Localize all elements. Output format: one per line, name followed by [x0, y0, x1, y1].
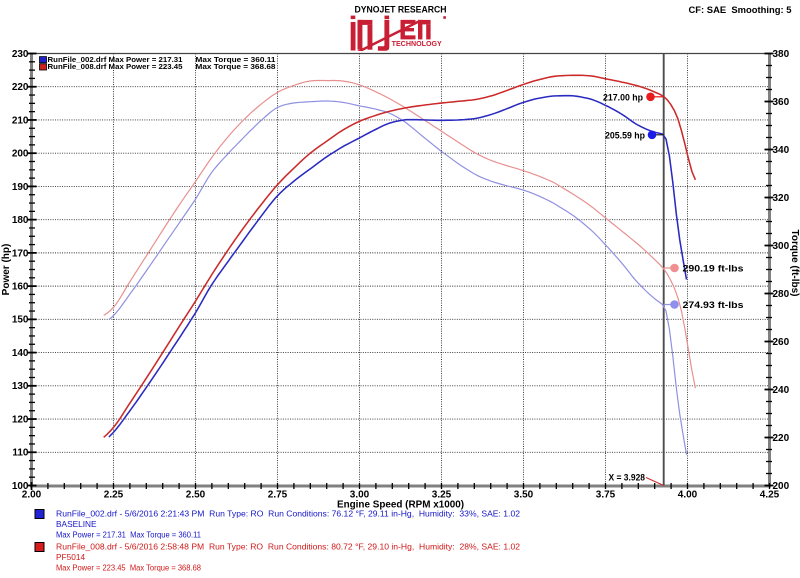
- svg-text:4.00: 4.00: [678, 490, 698, 501]
- svg-text:Torque (ft-lbs): Torque (ft-lbs): [789, 229, 800, 296]
- svg-text:340: 340: [773, 145, 790, 156]
- svg-text:100: 100: [12, 481, 29, 492]
- svg-text:Max Torque = 360.11: Max Torque = 360.11: [196, 55, 277, 64]
- svg-text:4.25: 4.25: [760, 490, 780, 501]
- svg-text:200: 200: [773, 481, 790, 492]
- svg-text:Max Power = 217.31 Max Torque: Max Power = 217.31 Max Torque = 360.11: [56, 530, 201, 540]
- svg-text:3.00: 3.00: [350, 490, 370, 501]
- svg-text:300: 300: [773, 241, 790, 252]
- svg-text:Power (hp): Power (hp): [1, 244, 12, 296]
- svg-text:RunFile_008.drf Max Power = 22: RunFile_008.drf Max Power = 223.45: [48, 62, 184, 71]
- svg-text:2.75: 2.75: [268, 490, 288, 501]
- svg-text:BASELINE: BASELINE: [56, 519, 97, 529]
- svg-text:X = 3.928: X = 3.928: [609, 473, 646, 483]
- svg-text:160: 160: [12, 282, 29, 293]
- svg-text:150: 150: [12, 315, 29, 326]
- svg-text:280: 280: [773, 289, 790, 300]
- svg-text:274.93 ft-lbs: 274.93 ft-lbs: [683, 300, 744, 310]
- svg-text:120: 120: [12, 414, 29, 425]
- svg-text:290.19 ft-lbs: 290.19 ft-lbs: [683, 264, 744, 274]
- svg-text:110: 110: [12, 448, 29, 459]
- svg-text:DYNOJET RESEARCH: DYNOJET RESEARCH: [355, 5, 447, 16]
- svg-text:RunFile_008.drf - 5/6/2016 2:5: RunFile_008.drf - 5/6/2016 2:58:48 PM Ru…: [56, 542, 520, 552]
- svg-text:CF: SAE Smoothing: 5: CF: SAE Smoothing: 5: [689, 5, 793, 16]
- svg-text:PF5014: PF5014: [56, 552, 85, 562]
- svg-text:360: 360: [773, 97, 790, 108]
- svg-text:2.00: 2.00: [22, 490, 42, 501]
- svg-text:240: 240: [773, 385, 790, 396]
- svg-text:RunFile_002.drf - 5/6/2016 2:2: RunFile_002.drf - 5/6/2016 2:21:43 PM Ru…: [56, 509, 520, 519]
- svg-text:3.25: 3.25: [432, 490, 452, 501]
- svg-text:Engine Speed (RPM x1000): Engine Speed (RPM x1000): [337, 500, 464, 511]
- svg-text:220: 220: [12, 82, 29, 93]
- svg-text:170: 170: [12, 248, 29, 259]
- svg-text:320: 320: [773, 193, 790, 204]
- svg-text:3.75: 3.75: [596, 490, 616, 501]
- svg-text:2.25: 2.25: [104, 490, 124, 501]
- svg-text:RunFile_002.drf Max Power = 21: RunFile_002.drf Max Power = 217.31: [48, 55, 184, 64]
- svg-text:3.50: 3.50: [514, 490, 534, 501]
- svg-text:140: 140: [12, 348, 29, 359]
- svg-text:260: 260: [773, 337, 790, 348]
- svg-text:190: 190: [12, 182, 29, 193]
- svg-text:130: 130: [12, 381, 29, 392]
- svg-text:380: 380: [773, 49, 790, 60]
- svg-text:2.50: 2.50: [186, 490, 206, 501]
- svg-text:200: 200: [12, 149, 29, 160]
- svg-text:217.00 hp: 217.00 hp: [603, 92, 643, 102]
- svg-text:205.59 hp: 205.59 hp: [605, 130, 645, 140]
- svg-text:Max Power = 223.45 Max Torque: Max Power = 223.45 Max Torque = 368.68: [56, 563, 201, 573]
- svg-text:TECHNOLOGY: TECHNOLOGY: [392, 39, 442, 48]
- svg-text:230: 230: [12, 49, 29, 60]
- svg-text:220: 220: [773, 433, 790, 444]
- svg-text:210: 210: [12, 115, 29, 126]
- svg-text:Max Torque = 368.68: Max Torque = 368.68: [196, 62, 276, 71]
- svg-text:180: 180: [12, 215, 29, 226]
